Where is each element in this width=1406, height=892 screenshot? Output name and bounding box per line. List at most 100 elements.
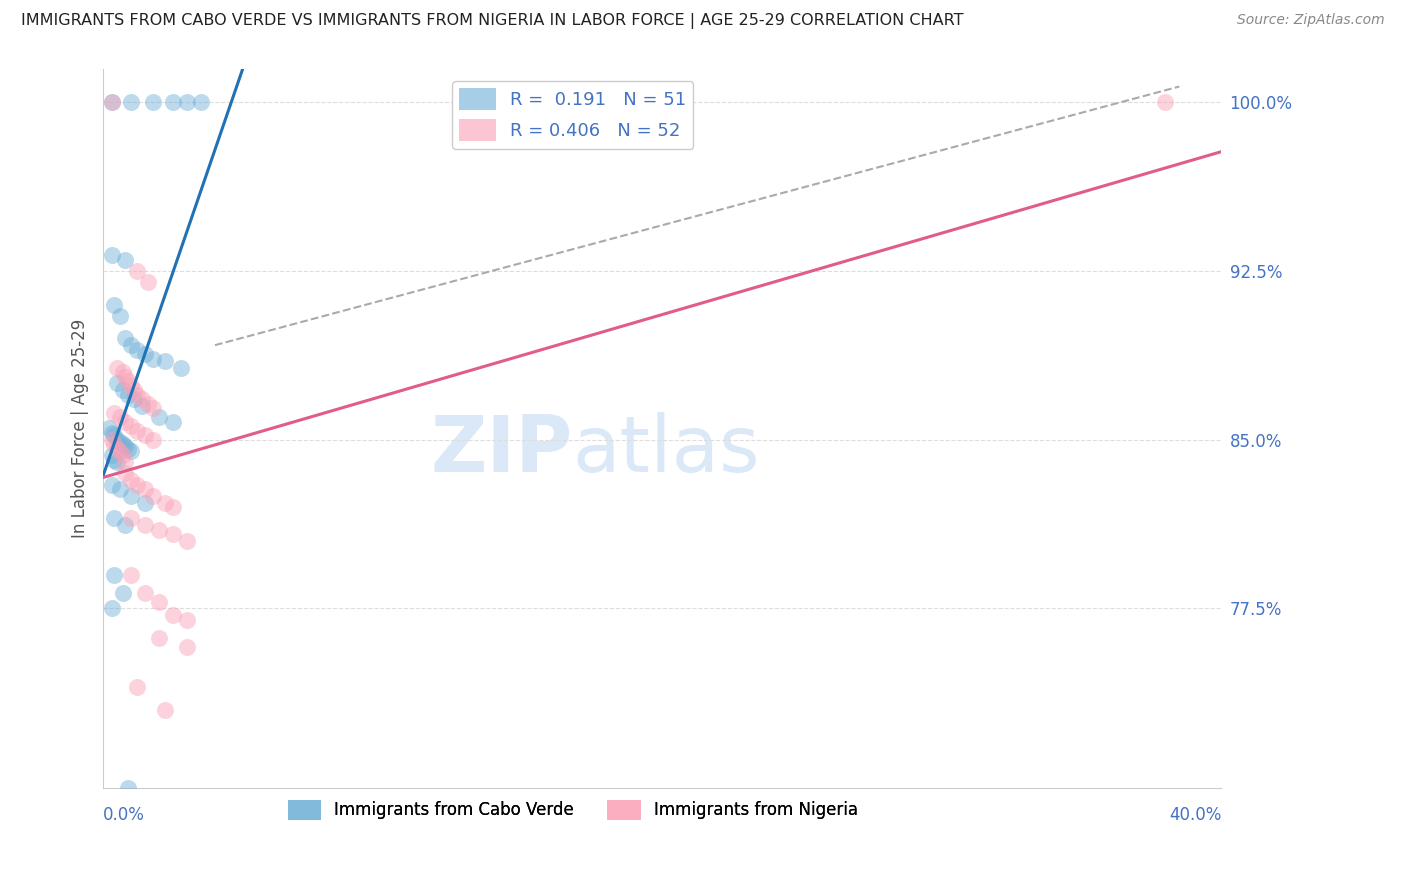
Point [103, 437, 125, 451]
Point [114, 518, 136, 533]
Point [153, 496, 176, 510]
Point [103, 298, 125, 312]
Point [100, 425, 122, 440]
Point [103, 428, 125, 442]
Point [111, 437, 134, 451]
Point [117, 387, 139, 401]
Point [122, 383, 145, 397]
Point [122, 392, 145, 407]
Point [125, 477, 148, 491]
Point [170, 360, 193, 375]
Point [105, 455, 128, 469]
Point [125, 387, 148, 401]
Point [142, 433, 165, 447]
Y-axis label: In Labor Force | Age 25-29: In Labor Force | Age 25-29 [72, 318, 89, 538]
Point [111, 449, 134, 463]
Point [111, 585, 134, 599]
Point [148, 410, 170, 425]
Point [111, 365, 134, 379]
Point [105, 376, 128, 391]
Point [117, 442, 139, 456]
Point [162, 95, 184, 110]
Point [125, 680, 148, 694]
Point [108, 309, 131, 323]
Point [120, 378, 142, 392]
Point [148, 631, 170, 645]
Point [142, 351, 165, 366]
Point [111, 383, 134, 397]
Point [114, 415, 136, 429]
Point [105, 433, 128, 447]
Point [162, 415, 184, 429]
Point [120, 511, 142, 525]
Point [148, 594, 170, 608]
Point [100, 95, 122, 110]
Text: atlas: atlas [572, 412, 761, 488]
Point [114, 252, 136, 267]
Point [100, 477, 122, 491]
Point [176, 613, 198, 627]
Point [100, 248, 122, 262]
Point [120, 338, 142, 352]
Point [120, 95, 142, 110]
Point [142, 489, 165, 503]
Point [136, 397, 159, 411]
Point [120, 489, 142, 503]
Point [105, 442, 128, 456]
Point [103, 567, 125, 582]
Text: ZIP: ZIP [430, 412, 572, 488]
Point [134, 518, 156, 533]
Point [134, 347, 156, 361]
Point [117, 781, 139, 796]
Point [176, 640, 198, 654]
Point [190, 95, 212, 110]
Point [162, 527, 184, 541]
Point [148, 523, 170, 537]
Point [134, 428, 156, 442]
Point [142, 95, 165, 110]
Point [131, 399, 153, 413]
Point [103, 406, 125, 420]
Point [100, 449, 122, 463]
Point [125, 424, 148, 438]
Point [131, 392, 153, 407]
Point [125, 343, 148, 357]
Point [142, 401, 165, 416]
Point [108, 444, 131, 458]
Point [162, 500, 184, 515]
Point [120, 419, 142, 434]
Point [103, 453, 125, 467]
Point [114, 369, 136, 384]
Point [120, 473, 142, 487]
Point [100, 95, 122, 110]
Point [114, 455, 136, 469]
Point [120, 444, 142, 458]
Text: 0.0%: 0.0% [103, 806, 145, 824]
Point [108, 434, 131, 449]
Point [114, 331, 136, 345]
Point [97, 421, 120, 435]
Point [136, 275, 159, 289]
Point [108, 410, 131, 425]
Text: Source: ZipAtlas.com: Source: ZipAtlas.com [1237, 13, 1385, 28]
Point [105, 360, 128, 375]
Point [114, 439, 136, 453]
Point [1154, 95, 1177, 110]
Point [114, 467, 136, 481]
Text: 40.0%: 40.0% [1168, 806, 1222, 824]
Point [134, 585, 156, 599]
Point [153, 702, 176, 716]
Point [176, 533, 198, 548]
Point [134, 496, 156, 510]
Point [117, 374, 139, 388]
Point [100, 433, 122, 447]
Point [176, 95, 198, 110]
Point [100, 601, 122, 615]
Point [108, 482, 131, 496]
Text: IMMIGRANTS FROM CABO VERDE VS IMMIGRANTS FROM NIGERIA IN LABOR FORCE | AGE 25-29: IMMIGRANTS FROM CABO VERDE VS IMMIGRANTS… [21, 13, 963, 29]
Point [120, 567, 142, 582]
Legend: Immigrants from Cabo Verde, Immigrants from Nigeria: Immigrants from Cabo Verde, Immigrants f… [281, 793, 865, 827]
Point [153, 354, 176, 368]
Point [162, 608, 184, 623]
Point [134, 482, 156, 496]
